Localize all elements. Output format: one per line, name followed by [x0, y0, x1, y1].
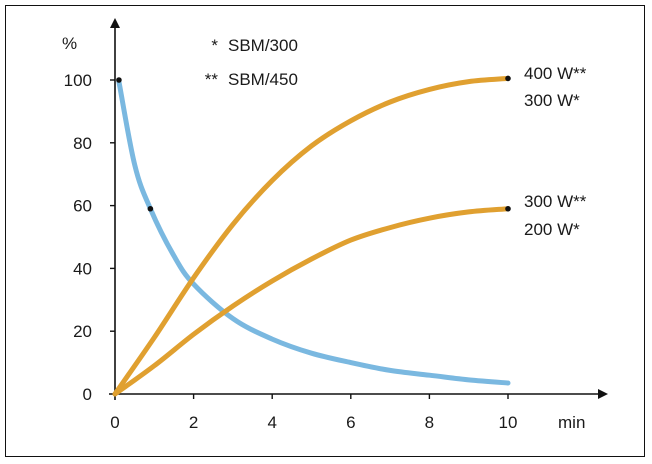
y-tick-label: 20	[73, 322, 92, 341]
legend-label: SBM/300	[228, 36, 298, 55]
x-tick-label: 4	[267, 413, 276, 432]
x-tick-label: 10	[499, 413, 518, 432]
x-tick-label: 2	[189, 413, 198, 432]
series-line-2	[112, 206, 511, 397]
x-tick-label: 8	[425, 413, 434, 432]
series-label: 300 W*	[524, 91, 580, 110]
legend-marker: *	[211, 36, 218, 55]
data-point-marker	[116, 77, 122, 83]
series-line-1	[112, 75, 511, 397]
data-point-marker	[505, 75, 511, 82]
series-label: 300 W**	[524, 192, 587, 211]
y-tick-label: 40	[73, 259, 92, 278]
y-tick-label: 100	[64, 71, 92, 90]
legend-marker: **	[205, 70, 219, 89]
series-group	[112, 75, 511, 397]
legend-label: SBM/450	[228, 70, 298, 89]
chart-labels: 0 20 40 60 80 100 0 2 4 6 8 10% min * SBM/300 ** SBM/450…	[62, 34, 587, 432]
x-tick-label: 0	[110, 413, 119, 432]
y-tick-label: 0	[83, 385, 92, 404]
y-tick-label: 80	[73, 134, 92, 153]
axes	[109, 18, 608, 400]
x-axis-label: min	[558, 413, 585, 432]
data-markers	[116, 75, 511, 212]
data-point-marker	[147, 205, 154, 212]
series-label: 200 W*	[524, 220, 580, 239]
y-tick-label: 60	[73, 197, 92, 216]
series-label: 400 W**	[524, 64, 587, 83]
data-point-marker	[505, 205, 511, 212]
x-tick-label: 6	[346, 413, 355, 432]
series-line-0	[116, 79, 511, 386]
y-axis-label: %	[62, 34, 77, 53]
